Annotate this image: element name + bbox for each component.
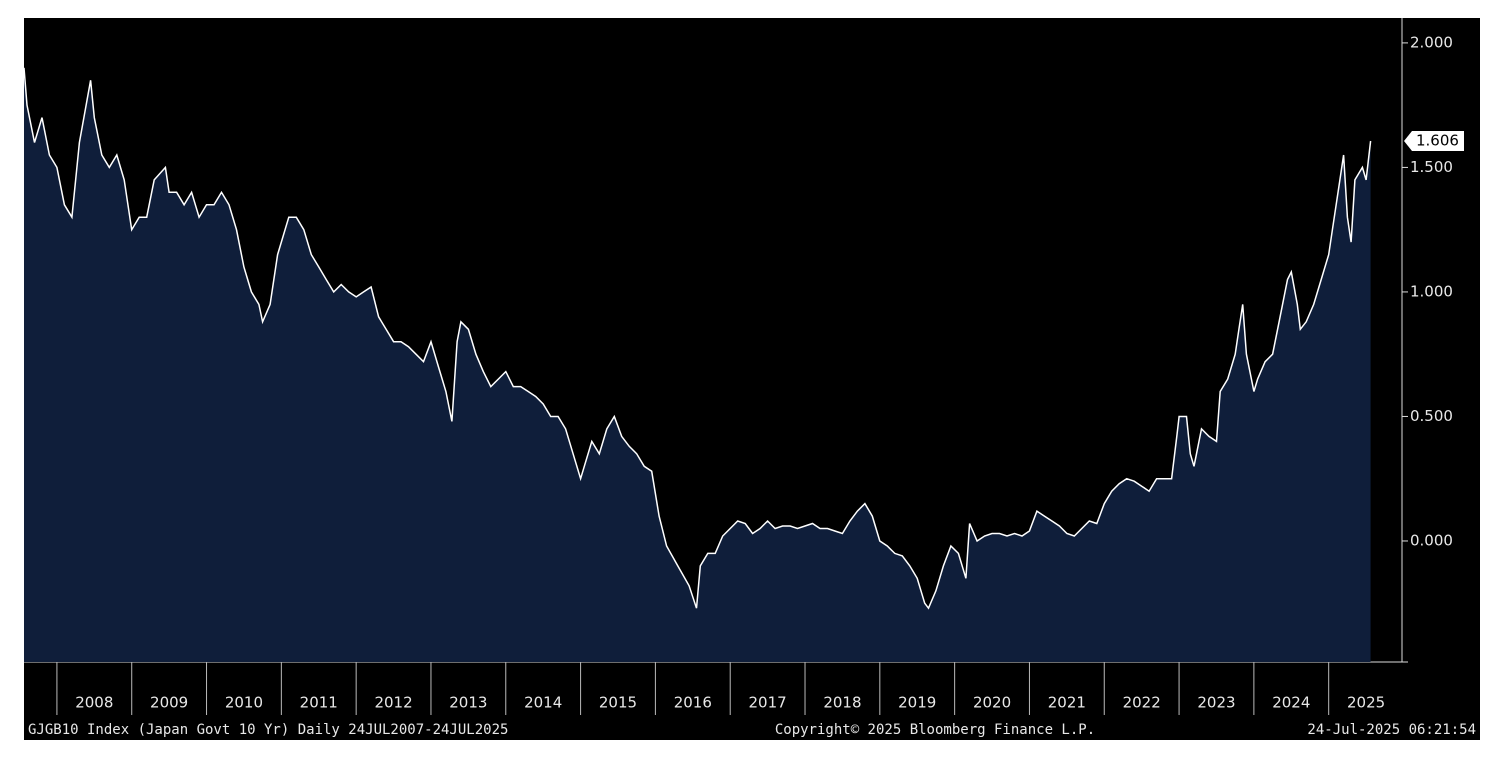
x-tick-label: 2008	[75, 694, 113, 712]
x-tick-label: 2025	[1347, 694, 1385, 712]
y-tick-label: 1.500	[1410, 158, 1453, 176]
x-tick-label: 2014	[524, 694, 562, 712]
x-tick-label: 2021	[1048, 694, 1086, 712]
y-tick-label: 2.000	[1410, 33, 1453, 51]
x-tick-label: 2024	[1272, 694, 1310, 712]
line	[23, 67, 1372, 610]
x-tick-label: 2011	[300, 694, 338, 712]
x-tick-label: 2023	[1197, 694, 1235, 712]
x-tick-label: 2012	[374, 694, 412, 712]
area	[24, 67, 1371, 663]
x-tick-label: 2013	[449, 694, 487, 712]
y-tick-label: 0.500	[1410, 407, 1453, 425]
chart-title: GJGB10 Index (Japan Govt 10 Yr) Daily 24…	[28, 722, 508, 738]
timestamp: 24-Jul-2025 06:21:54	[1307, 722, 1476, 738]
x-tick-label: 2020	[973, 694, 1011, 712]
x-tick-label: 2022	[1123, 694, 1161, 712]
x-tick-label: 2015	[599, 694, 637, 712]
x-tick-label: 2009	[150, 694, 188, 712]
x-tick-label: 2016	[674, 694, 712, 712]
last-value-marker	[1404, 131, 1464, 152]
x-tick-label: 2017	[749, 694, 787, 712]
y-tick-label: 0.000	[1410, 531, 1453, 549]
last-value-label: 1.606	[1416, 132, 1459, 150]
copyright: Copyright© 2025 Bloomberg Finance L.P.	[775, 722, 1095, 738]
x-tick-label: 2010	[225, 694, 263, 712]
x-tick-label: 2018	[823, 694, 861, 712]
y-tick-label: 1.000	[1410, 282, 1453, 300]
x-tick-label: 2019	[898, 694, 936, 712]
